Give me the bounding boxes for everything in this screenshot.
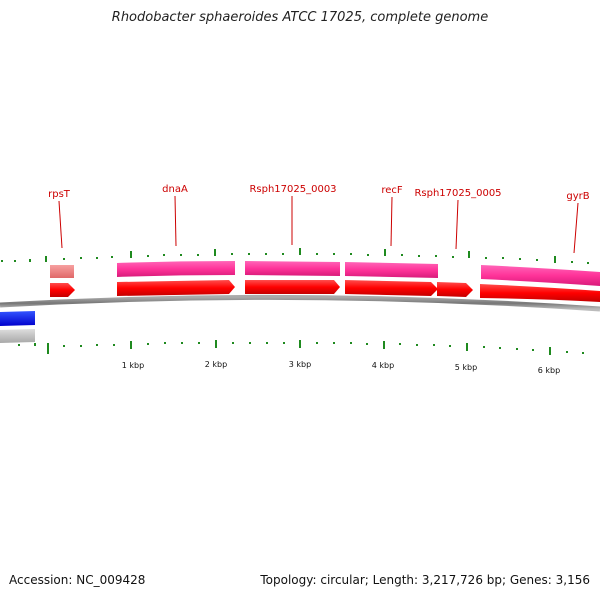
genome-summary: Topology: circular; Length: 3,217,726 bp… xyxy=(260,573,590,587)
gene-track-forward xyxy=(50,261,600,286)
leader-dnaA xyxy=(174,195,177,247)
scale-label: 5 kbp xyxy=(455,363,477,372)
gene-feature-recF xyxy=(345,262,438,278)
scale-label: 3 kbp xyxy=(289,360,311,369)
scale-labels: 1 kbp 2 kbp 3 kbp 4 kbp 5 kbp 6 kbp xyxy=(122,360,560,375)
cds-feature-recF xyxy=(345,280,438,296)
gene-feature-reverse xyxy=(0,329,35,343)
cds-track xyxy=(50,280,600,302)
gene-label: Rsph17025_0005 xyxy=(414,188,501,199)
genome-backbone xyxy=(0,294,600,312)
gene-label: Rsph17025_0003 xyxy=(249,184,336,195)
gene-feature-gyrB xyxy=(481,265,600,286)
accession-label: Accession: NC_009428 xyxy=(9,573,146,587)
gene-feature-dnaA xyxy=(117,261,235,277)
leader-Rsph17025-0005 xyxy=(455,199,459,250)
inner-tick-ring xyxy=(18,340,584,355)
gene-labels: rpsT dnaA Rsph17025_0003 recF Rsph17025_… xyxy=(48,184,590,202)
outer-tick-ring xyxy=(1,248,589,264)
cds-feature-reverse xyxy=(0,311,35,326)
cds-feature-dnaA xyxy=(117,280,235,296)
gene-label: gyrB xyxy=(566,191,589,202)
leader-gyrB xyxy=(573,202,579,254)
scale-label: 1 kbp xyxy=(122,361,144,370)
cds-feature-Rsph17025-0003 xyxy=(245,280,340,294)
gene-label: rpsT xyxy=(48,189,71,200)
leader-recF xyxy=(390,196,393,247)
scale-label: 4 kbp xyxy=(372,361,394,370)
gene-label-leaders xyxy=(58,195,579,254)
scale-label: 2 kbp xyxy=(205,360,227,369)
gene-label: recF xyxy=(381,185,403,196)
gene-feature-rpsT xyxy=(50,265,74,278)
leader-rpsT xyxy=(58,200,63,249)
map-title: Rhodobacter sphaeroides ATCC 17025, comp… xyxy=(111,10,489,25)
gene-track-reverse xyxy=(0,311,35,343)
cds-feature-gyrB xyxy=(480,284,600,302)
gene-label: dnaA xyxy=(162,184,188,195)
gene-feature-Rsph17025-0003 xyxy=(245,261,340,276)
cds-feature-Rsph17025-0005 xyxy=(437,282,473,297)
scale-label: 6 kbp xyxy=(538,366,560,375)
cds-feature-rpsT xyxy=(50,283,75,297)
